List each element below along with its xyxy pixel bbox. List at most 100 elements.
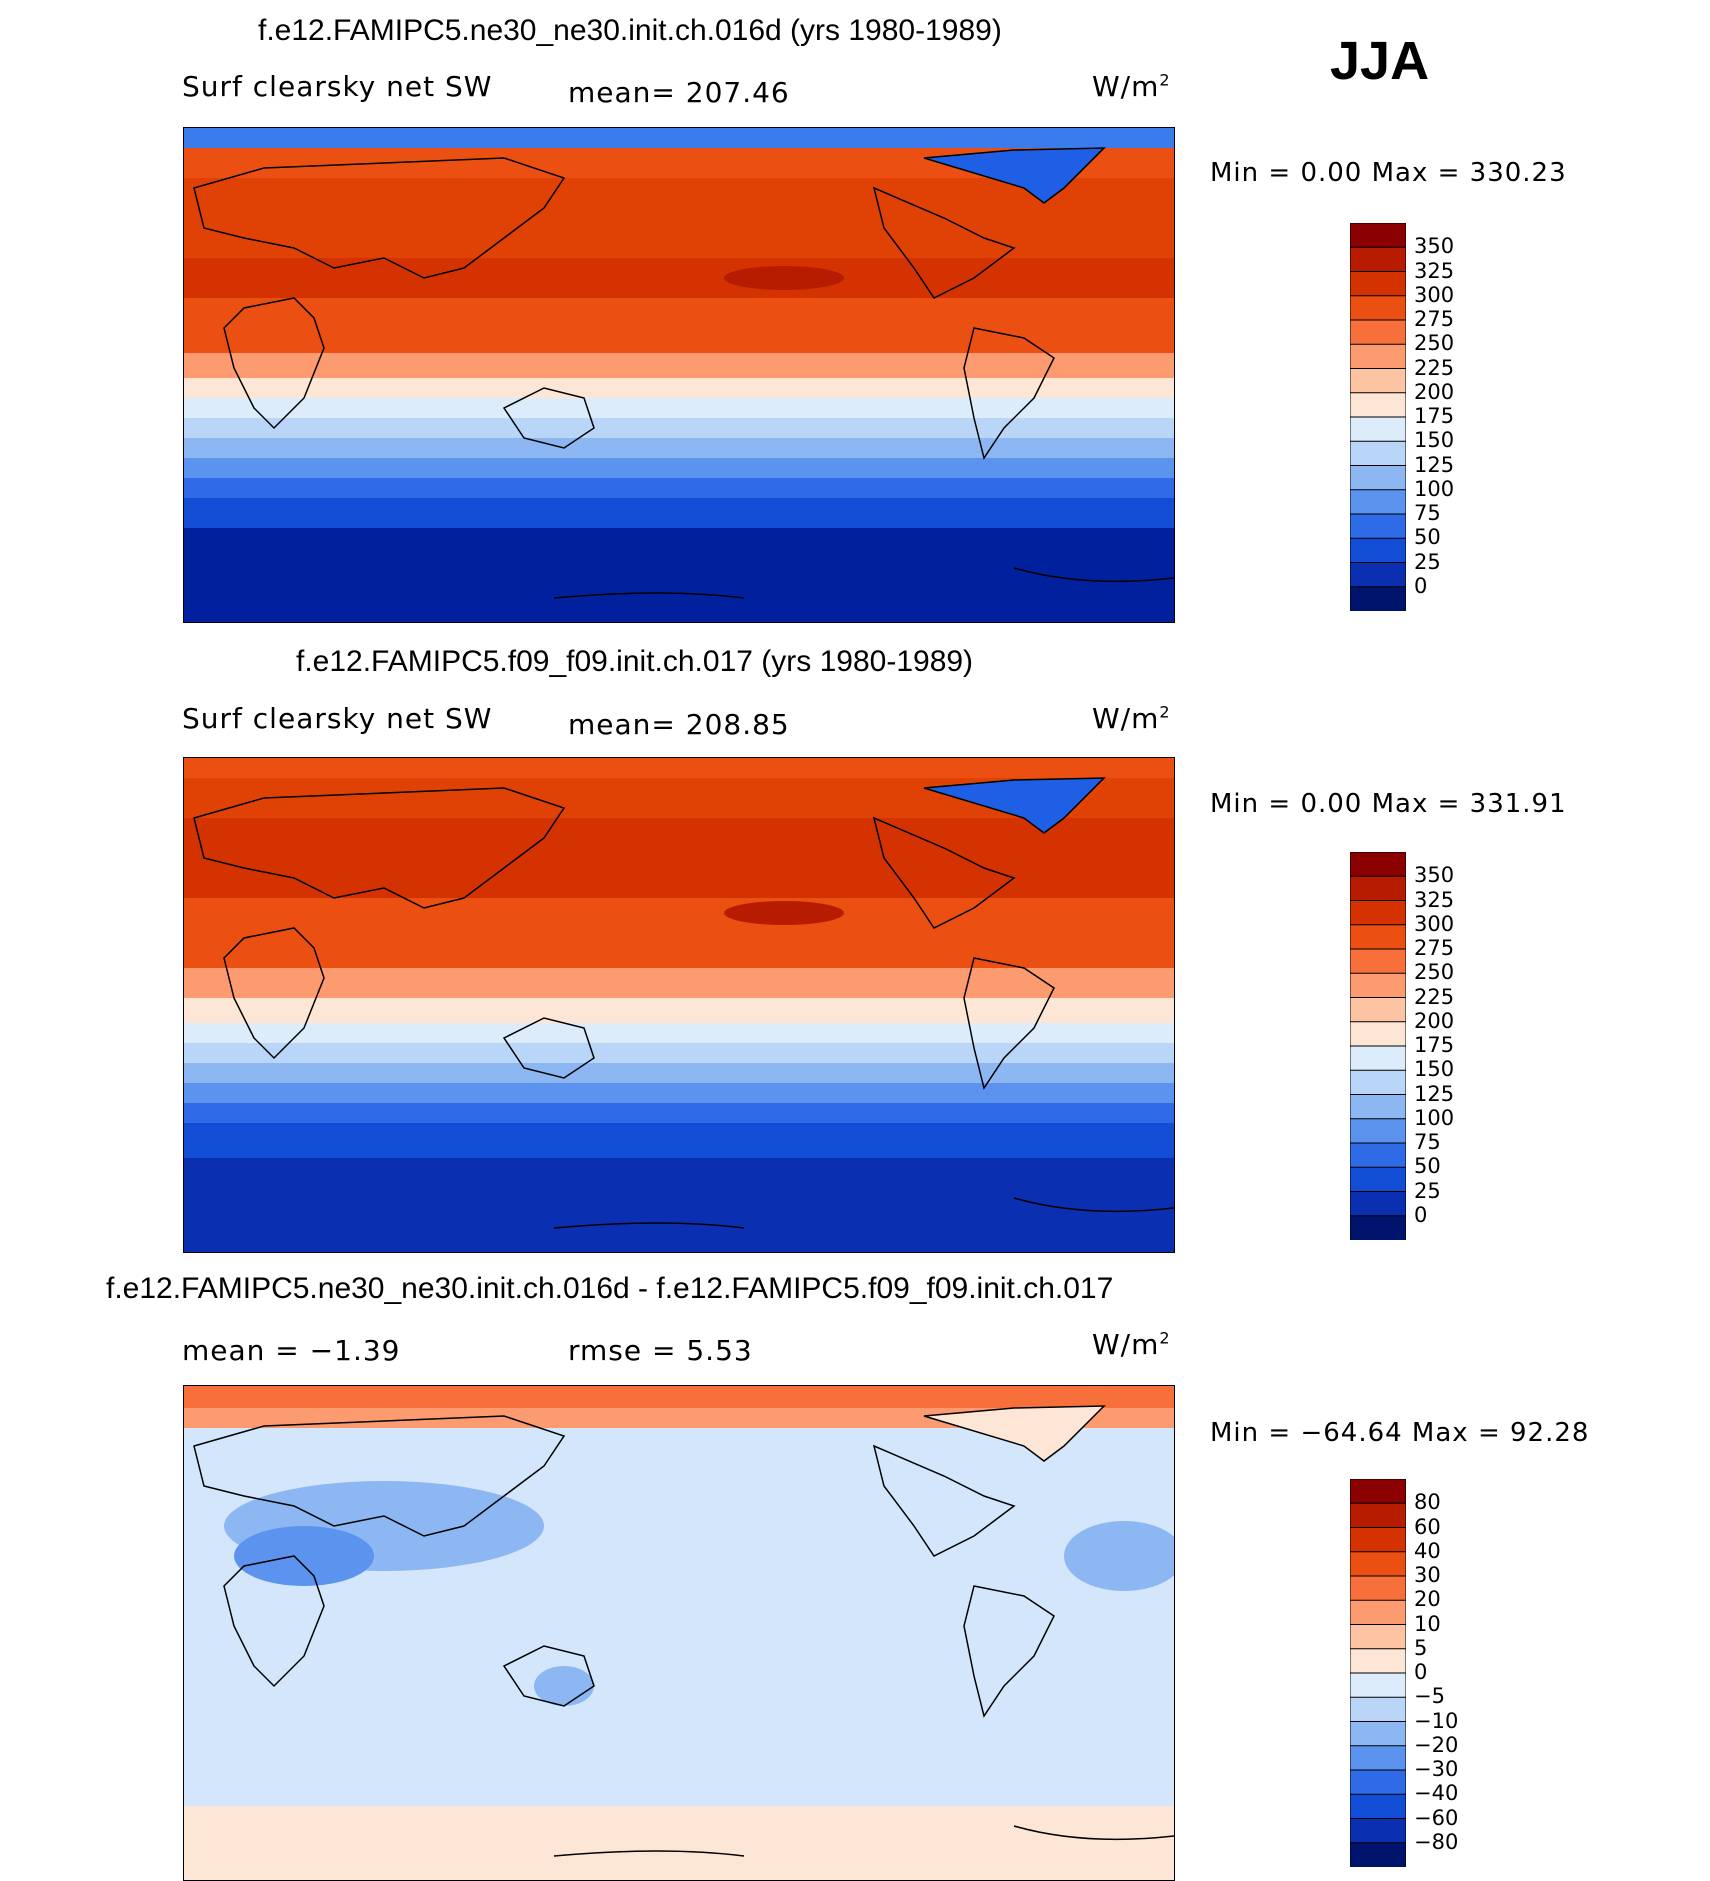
colorbar-tick-label: 50 [1414,525,1441,550]
colorbar-swatch [1349,1745,1407,1771]
colorbar-swatch [1349,900,1407,926]
colorbar-tick-label: 5 [1414,1635,1428,1660]
colorbar-swatch [1349,271,1407,297]
colorbar-tick-label: 80 [1414,1490,1441,1515]
colorbar-tick-label: 175 [1414,1033,1455,1057]
colorbar-swatch [1349,1045,1407,1072]
colorbar-tick-label: 200 [1414,379,1455,404]
colorbar-swatch [1349,1094,1407,1120]
colorbar-tick-label: 0 [1414,1660,1428,1684]
colorbar-tick-label: 40 [1414,1538,1441,1563]
panel-1-title: f.e12.FAMIPC5.ne30_ne30.init.ch.016d (yr… [258,14,1002,47]
colorbar-swatch [1349,1624,1407,1650]
season-label: JJA [1330,31,1430,91]
colorbar-tick-label: −10 [1414,1708,1459,1733]
colorbar-swatch [1349,972,1407,999]
colorbar-tick-label: 0 [1414,573,1428,598]
colorbar-swatch [1349,222,1407,249]
colorbar-tick-label: 125 [1414,1081,1455,1106]
colorbar-swatch [1349,1551,1407,1577]
colorbar-swatch [1349,997,1407,1023]
colorbar-swatch [1349,1769,1407,1796]
colorbar-swatch [1349,1672,1407,1699]
colorbar-swatch [1349,246,1407,273]
colorbar-swatch [1349,1166,1407,1193]
colorbar-swatch [1349,295,1407,321]
panel-3-colorbar-svg [1349,1478,1407,1868]
colorbar-tick-label: 250 [1414,331,1455,356]
colorbar-swatch [1349,1842,1407,1868]
colorbar-tick-label: 75 [1414,1130,1441,1154]
colorbar-swatch [1349,1793,1407,1820]
colorbar-tick-label: 150 [1414,428,1455,453]
colorbar-swatch [1349,416,1407,443]
colorbar-swatch [1349,1118,1407,1144]
colorbar-swatch [1349,924,1407,950]
panel-1-mean: mean= 207.46 [568,76,790,109]
panel-2-minmax: Min = 0.00 Max = 331.91 [1210,789,1567,819]
panel-2-map [183,757,1175,1253]
panel-2-colorbar-svg [1349,851,1407,1241]
colorbar-swatch [1349,1721,1407,1747]
colorbar-swatch [1349,465,1407,491]
colorbar-swatch [1349,1648,1407,1674]
panel-2-colorbar [1349,851,1407,1241]
colorbar-tick-label: 275 [1414,936,1455,960]
colorbar-tick-label: 75 [1414,501,1441,525]
colorbar-swatch [1349,489,1407,515]
colorbar-swatch [1349,851,1407,878]
colorbar-tick-label: 325 [1414,258,1455,283]
colorbar-tick-label: 125 [1414,452,1455,477]
colorbar-swatch [1349,562,1407,588]
colorbar-tick-label: 50 [1414,1154,1441,1179]
colorbar-swatch [1349,537,1407,564]
colorbar-tick-label: −5 [1414,1684,1445,1709]
colorbar-swatch [1349,440,1407,467]
panel-3-title: f.e12.FAMIPC5.ne30_ne30.init.ch.016d - f… [106,1272,1114,1305]
colorbar-tick-label: 100 [1414,1105,1455,1130]
colorbar-swatch [1349,1575,1407,1602]
colorbar-swatch [1349,1021,1407,1047]
panel-1-minmax: Min = 0.00 Max = 330.23 [1210,158,1567,188]
colorbar-tick-label: 300 [1414,911,1455,936]
panel-3-rmse: rmse = 5.53 [568,1334,753,1367]
panel-2-map-svg [184,758,1174,1252]
colorbar-swatch [1349,1502,1407,1529]
colorbar-tick-label: 325 [1414,887,1455,912]
colorbar-tick-label: 350 [1414,234,1455,259]
colorbar-tick-label: 275 [1414,307,1455,331]
panel-3-minmax: Min = −64.64 Max = 92.28 [1210,1418,1590,1448]
panel-1-variable: Surf clearsky net SW [182,70,493,103]
colorbar-swatch [1349,1818,1407,1844]
colorbar-swatch [1349,1527,1407,1553]
colorbar-swatch [1349,875,1407,902]
panel-3-units: W/m2 [1092,1328,1171,1361]
colorbar-tick-label: 60 [1414,1514,1441,1539]
panel-1-map [183,127,1175,623]
colorbar-tick-label: 25 [1414,1178,1441,1203]
panel-2-variable: Surf clearsky net SW [182,702,493,735]
colorbar-swatch [1349,1215,1407,1241]
panel-2-mean: mean= 208.85 [568,708,790,741]
colorbar-tick-label: 0 [1414,1202,1428,1227]
colorbar-swatch [1349,948,1407,975]
panel-1-colorbar [1349,222,1407,612]
colorbar-tick-label: 250 [1414,960,1455,985]
panel-2-units: W/m2 [1092,702,1171,735]
panel-3-map-svg [184,1386,1174,1880]
colorbar-tick-label: 200 [1414,1008,1455,1033]
panel-3-mean: mean = −1.39 [182,1334,401,1367]
colorbar-swatch [1349,513,1407,540]
colorbar-tick-label: −60 [1414,1805,1459,1830]
colorbar-swatch [1349,392,1407,418]
colorbar-tick-label: −40 [1414,1781,1459,1806]
colorbar-swatch [1349,1069,1407,1096]
panel-1-units: W/m2 [1092,70,1171,103]
colorbar-swatch [1349,1142,1407,1169]
colorbar-swatch [1349,319,1407,346]
colorbar-tick-label: 300 [1414,282,1455,307]
panel-3-colorbar [1349,1478,1407,1868]
colorbar-swatch [1349,586,1407,612]
colorbar-tick-label: 30 [1414,1563,1441,1587]
panel-1-colorbar-svg [1349,222,1407,612]
